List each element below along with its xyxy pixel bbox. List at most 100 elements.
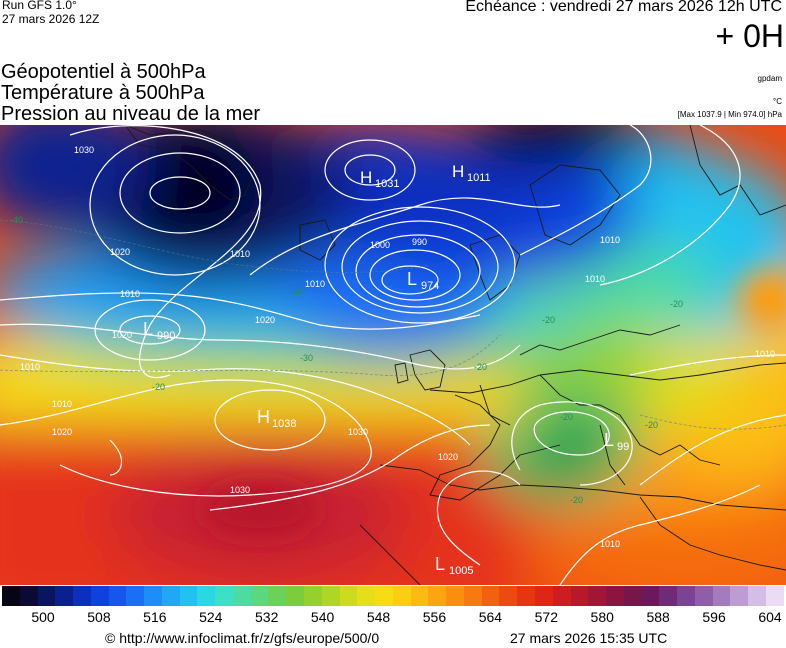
high-value: 1011 (467, 172, 491, 184)
isotherm-label: -30 (300, 353, 313, 363)
color-scale-ticks: 500 508 516 524 532 540 548 556 564 572 580 588 596 6… (0, 609, 786, 627)
high-center: H (360, 168, 372, 187)
title-temperature: Température à 500hPa (1, 83, 204, 103)
isotherm-label: -20 (542, 315, 555, 325)
scale-tick-label: 500 (31, 609, 54, 625)
color-swatch (126, 586, 144, 606)
scale-tick-label: 580 (591, 609, 614, 625)
color-swatch (73, 586, 91, 606)
color-swatch (20, 586, 38, 606)
scale-tick-label: 604 (758, 609, 781, 625)
isotherm-label: -20 (474, 362, 487, 372)
color-swatch (535, 586, 553, 606)
high-center: H (257, 407, 270, 427)
color-swatch (517, 586, 535, 606)
color-swatch (304, 586, 322, 606)
isobar-label: 1030 (348, 427, 368, 437)
scale-tick-label: 588 (646, 609, 669, 625)
isobar-label: 1010 (230, 249, 250, 259)
low-value: 99 (617, 441, 629, 453)
scale-tick-label: 508 (87, 609, 110, 625)
color-swatch (730, 586, 748, 606)
low-center: L (143, 319, 153, 339)
color-swatch (446, 586, 464, 606)
scale-tick-label: 556 (423, 609, 446, 625)
source-credit[interactable]: © http://www.infoclimat.fr/z/gfs/europe/… (105, 630, 379, 646)
isobar-label: 1010 (600, 235, 620, 245)
isobar-label: 1010 (120, 289, 140, 299)
forecast-offset: + 0H (716, 18, 784, 54)
isobar-label: 1020 (255, 315, 275, 325)
low-center: L (407, 269, 417, 289)
color-swatch (197, 586, 215, 606)
color-scale (2, 586, 784, 606)
isobar-label: 1010 (755, 349, 775, 359)
color-swatch (55, 586, 73, 606)
color-swatch (180, 586, 198, 606)
color-swatch (233, 586, 251, 606)
unit-geopotential: gpdam (758, 74, 782, 83)
color-swatch (766, 586, 784, 606)
isobar-label: 990 (412, 237, 427, 247)
color-swatch (268, 586, 286, 606)
color-swatch (642, 586, 660, 606)
isotherm-label: -20 (645, 420, 658, 430)
color-swatch (571, 586, 589, 606)
run-label: Run GFS 1.0° (2, 0, 77, 12)
isobar-label: 1020 (438, 452, 458, 462)
color-swatch (375, 586, 393, 606)
isobar-label: 1000 (370, 240, 390, 250)
color-swatch (695, 586, 713, 606)
color-swatch (144, 586, 162, 606)
color-swatch (109, 586, 127, 606)
color-swatch (340, 586, 358, 606)
isotherm-label: -20 (570, 495, 583, 505)
color-swatch (162, 586, 180, 606)
isobar-label: 1010 (52, 399, 72, 409)
title-pressure: Pression au niveau de la mer (1, 104, 260, 124)
color-swatch (553, 586, 571, 606)
scale-tick-label: 516 (143, 609, 166, 625)
forecast-valid-time: Echéance : vendredi 27 mars 2026 12h UTC (465, 0, 782, 16)
low-value: 974 (421, 280, 439, 292)
scale-tick-label: 548 (367, 609, 390, 625)
weather-map[interactable]: H 1031 H 1011 L 974 L 990 H 1038 L 99 L … (0, 125, 786, 585)
color-swatch (482, 586, 500, 606)
isobar-label: 1010 (20, 362, 40, 372)
color-swatch (322, 586, 340, 606)
map-canvas: H 1031 H 1011 L 974 L 990 H 1038 L 99 L … (0, 125, 786, 585)
scale-tick-label: 564 (479, 609, 502, 625)
isobar-label: 1020 (112, 330, 132, 340)
color-swatch (606, 586, 624, 606)
color-swatch (38, 586, 56, 606)
color-swatch (659, 586, 677, 606)
isotherm-label: -20 (152, 382, 165, 392)
pressure-range: [Max 1037.9 | Min 974.0] hPa (678, 110, 782, 119)
low-value: 1005 (449, 565, 473, 577)
color-swatch (464, 586, 482, 606)
color-swatch (499, 586, 517, 606)
color-swatch (624, 586, 642, 606)
low-center: L (604, 430, 614, 450)
isobar-label: 1020 (110, 247, 130, 257)
color-swatch (215, 586, 233, 606)
color-swatch (428, 586, 446, 606)
color-swatch (251, 586, 269, 606)
scale-tick-label: 540 (311, 609, 334, 625)
scale-tick-label: 572 (535, 609, 558, 625)
high-center: H (452, 162, 464, 181)
scale-tick-label: 596 (702, 609, 725, 625)
isobar-label: 1030 (74, 145, 94, 155)
generation-time: 27 mars 2026 15:35 UTC (510, 630, 667, 646)
color-swatch (677, 586, 695, 606)
title-geopotential: Géopotentiel à 500hPa (1, 62, 206, 82)
isobar-label: 1020 (52, 427, 72, 437)
isobar-label: 1010 (600, 539, 620, 549)
low-center: L (435, 554, 445, 574)
color-swatch (393, 586, 411, 606)
color-swatch (748, 586, 766, 606)
isotherm-label: -20 (560, 412, 573, 422)
scale-tick-label: 524 (199, 609, 222, 625)
scale-tick-label: 532 (255, 609, 278, 625)
color-swatch (2, 586, 20, 606)
